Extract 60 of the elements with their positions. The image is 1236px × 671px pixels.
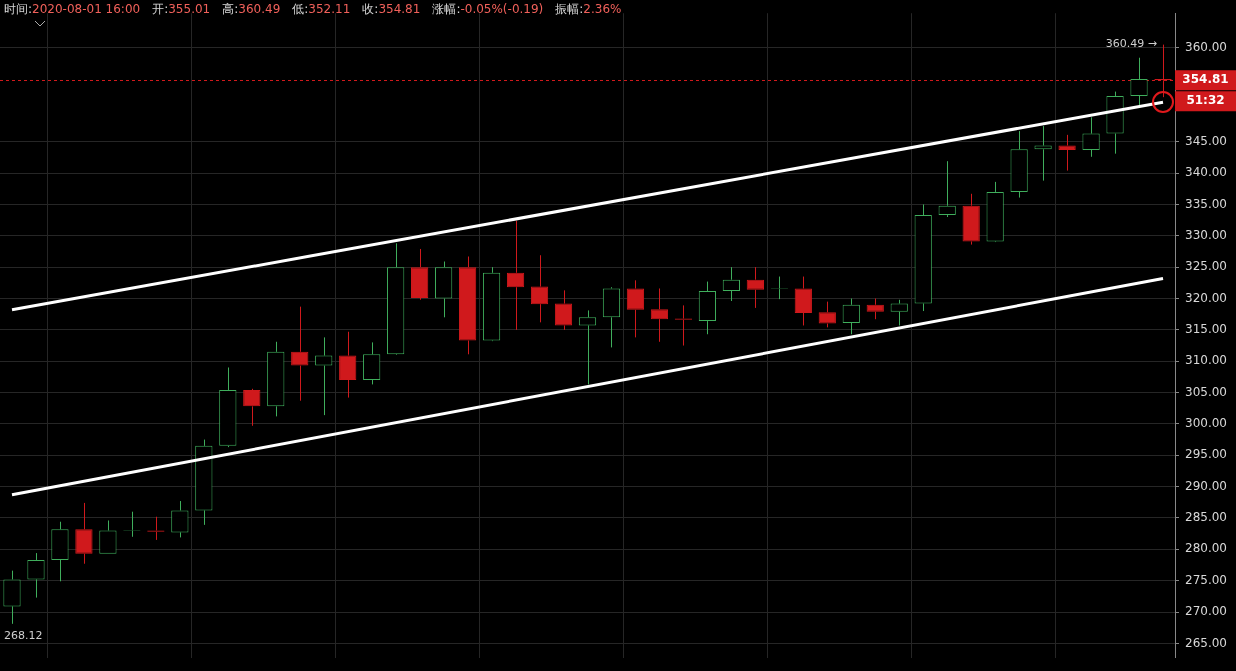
candlestick — [482, 266, 501, 341]
candlestick — [363, 341, 381, 385]
annotation: 涨幅:-0.05%(-0.19) — [432, 2, 544, 16]
y-tick-label: 265.00 — [1185, 635, 1227, 650]
candlestick — [458, 255, 477, 355]
candlestick — [794, 276, 812, 326]
y-tick-label: 315.00 — [1185, 321, 1227, 336]
candlestick — [938, 160, 956, 218]
candlestick — [195, 439, 213, 526]
candlestick — [554, 289, 573, 331]
candlestick — [602, 288, 621, 348]
candlestick — [411, 248, 429, 301]
candlestick — [890, 299, 908, 326]
candlestick — [434, 261, 453, 318]
annotation: 收:354.81 — [362, 2, 421, 16]
candlestick — [650, 287, 669, 343]
y-tick-label: 280.00 — [1185, 541, 1227, 556]
text: 51:32 — [1186, 93, 1225, 108]
annotation: 360.49 → — [1105, 37, 1158, 51]
candlestick — [986, 181, 1004, 242]
annotation: 开:355.01 — [152, 2, 211, 16]
candlestick — [387, 242, 405, 355]
candlestick — [746, 266, 764, 309]
y-tick-label: 310.00 — [1185, 353, 1227, 368]
y-tick-label: 290.00 — [1185, 478, 1227, 493]
candlestick — [1010, 130, 1028, 199]
candlestick — [339, 331, 357, 399]
candlestick — [75, 502, 93, 565]
y-tick-label: 285.00 — [1185, 510, 1227, 525]
y-tick-label: 345.00 — [1185, 133, 1227, 148]
annotation: 振幅:2.36% — [555, 2, 622, 16]
candlestick — [698, 281, 717, 335]
candlestick — [626, 279, 645, 338]
y-tick-label: 360.00 — [1185, 39, 1227, 54]
candlestick — [99, 519, 117, 554]
candlestick — [51, 521, 69, 582]
candlestick — [578, 309, 597, 385]
y-tick-label: 295.00 — [1185, 447, 1227, 462]
candlestick — [315, 336, 333, 416]
candlestick — [962, 193, 980, 246]
y-tick-label: 330.00 — [1185, 227, 1227, 242]
candlestick — [866, 298, 884, 320]
y-tick-label: 300.00 — [1185, 416, 1227, 431]
candlestick — [914, 203, 932, 312]
annotation: 268.12 — [3, 628, 43, 642]
candlestick — [268, 341, 284, 417]
annotation: 低:352.11 — [292, 2, 351, 16]
candlestick — [1106, 91, 1124, 155]
y-tick-label: 325.00 — [1185, 259, 1227, 274]
annotation: 高:360.49 — [222, 2, 281, 16]
y-tick-label: 270.00 — [1185, 604, 1227, 619]
candlestick — [171, 500, 189, 538]
annotation: 时间:2020-08-01 16:00 — [4, 2, 141, 16]
y-tick-label: 305.00 — [1185, 384, 1227, 399]
y-tick-label: 320.00 — [1185, 290, 1227, 305]
y-tick-label: 340.00 — [1185, 165, 1227, 180]
y-tick-label: 275.00 — [1185, 572, 1227, 587]
y-tick-label: 335.00 — [1185, 196, 1227, 211]
candlestick — [3, 570, 21, 625]
ref-line-label: 354.81 — [1182, 72, 1229, 87]
